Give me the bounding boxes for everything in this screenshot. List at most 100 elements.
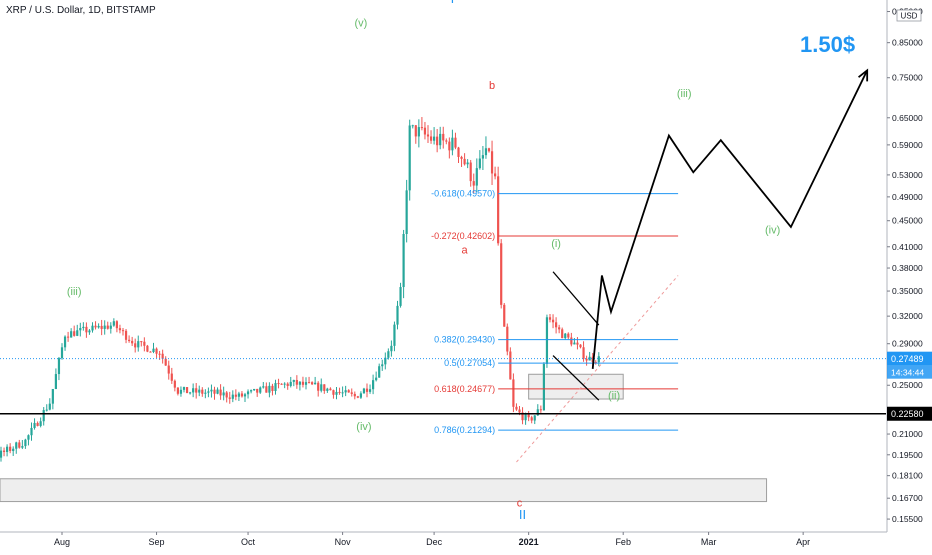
wave-label-2: (iv)	[356, 421, 371, 433]
wave-label-10: I	[451, 0, 455, 6]
x-tick-label-8: Apr	[796, 537, 810, 547]
y-tick-label-11: 0.32000	[892, 311, 923, 321]
candle-body-154	[402, 233, 405, 288]
candle-body-40	[54, 374, 57, 389]
candle-body-91	[210, 389, 213, 392]
candle-body-100	[237, 393, 240, 397]
support-price-tag	[887, 406, 932, 421]
candle-body-187	[503, 304, 506, 327]
y-tick-label-13: 0.25000	[892, 380, 923, 390]
x-tick-label-1: Sep	[149, 537, 165, 547]
candle-body-127	[320, 384, 323, 391]
candle-body-175	[466, 162, 469, 165]
candle-body-82	[182, 387, 186, 390]
candle-body-68	[140, 341, 143, 343]
x-tick-label-0: Aug	[54, 537, 70, 547]
candle-body-119	[295, 379, 298, 385]
wave-label-3: b	[489, 80, 495, 92]
wave-label-11: II	[519, 507, 526, 522]
candle-body-24	[6, 446, 9, 452]
candle-body-116	[286, 383, 289, 386]
candle-body-130	[329, 388, 332, 391]
x-tick-label-5: 2021	[519, 537, 539, 547]
candle-body-41	[57, 358, 61, 375]
candle-body-27	[15, 442, 18, 449]
candle-body-150	[390, 345, 393, 352]
x-tick-label-3: Nov	[335, 537, 352, 547]
candle-body-171	[454, 137, 457, 148]
wave-label-4: a	[462, 245, 469, 257]
candle-body-131	[332, 390, 335, 395]
candle-body-195	[527, 414, 530, 418]
candle-body-80	[176, 387, 179, 394]
candle-body-29	[21, 446, 24, 448]
candle-body-22	[0, 450, 3, 458]
candle-body-92	[213, 389, 216, 394]
target-label: 1.50$	[800, 32, 855, 57]
candle-body-172	[457, 147, 460, 157]
candle-body-74	[158, 353, 161, 355]
candle-body-43	[63, 336, 67, 348]
candle-body-108	[262, 386, 265, 388]
candle-body-161	[423, 127, 427, 135]
chart-title: XRP / U.S. Dollar, 1D, BITSTAMP	[6, 5, 156, 16]
candle-body-71	[149, 351, 152, 353]
candle-body-70	[146, 345, 149, 352]
candle-body-148	[384, 357, 387, 365]
candle-body-55	[100, 325, 103, 329]
candle-body-94	[219, 389, 222, 396]
candle-body-183	[490, 151, 494, 174]
y-tick-label-9: 0.38000	[892, 263, 923, 273]
candle-body-114	[280, 383, 283, 385]
candle-body-47	[76, 330, 79, 336]
candle-body-72	[152, 348, 155, 352]
candle-body-201	[545, 317, 549, 364]
candle-body-218	[597, 356, 600, 363]
current-price-value: 0.27489	[891, 354, 924, 364]
candle-body-135	[344, 390, 347, 393]
candle-body-62	[121, 330, 125, 332]
candle-body-97	[228, 397, 231, 399]
candle-body-103	[246, 391, 250, 395]
candle-body-107	[259, 387, 262, 393]
candle-body-202	[548, 317, 552, 320]
candle-body-95	[222, 392, 225, 396]
candle-body-28	[18, 442, 21, 448]
candle-body-112	[274, 383, 277, 391]
candle-body-98	[231, 394, 234, 399]
y-tick-label-15: 0.19500	[892, 450, 923, 460]
y-tick-label-7: 0.45000	[892, 216, 923, 226]
candle-body-189	[509, 351, 512, 380]
candle-body-197	[533, 415, 536, 421]
candle-body-30	[24, 439, 27, 447]
countdown-tag	[887, 365, 932, 379]
candle-body-156	[408, 125, 411, 191]
candle-body-58	[109, 325, 112, 329]
candle-body-113	[277, 383, 280, 385]
wave-label-7: (ii)	[608, 390, 620, 402]
candle-body-45	[70, 331, 73, 338]
candle-body-57	[106, 325, 109, 329]
candle-body-109	[265, 386, 268, 393]
candle-body-186	[500, 243, 503, 305]
wave-label-6: (i)	[551, 238, 561, 250]
fib-label-0: -0.618(0.49570)	[431, 189, 495, 199]
fib-label-2: 0.382(0.29430)	[434, 335, 495, 345]
candle-body-46	[73, 331, 76, 336]
candle-body-111	[271, 385, 274, 391]
x-tick-label-2: Oct	[241, 537, 256, 547]
candle-body-143	[368, 389, 372, 392]
candle-body-79	[173, 380, 176, 388]
candle-body-39	[51, 388, 54, 404]
y-tick-label-18: 0.15500	[892, 514, 923, 524]
candle-body-125	[314, 382, 317, 385]
y-tick-label-2: 0.75000	[892, 73, 923, 83]
candle-body-207	[564, 333, 567, 339]
candle-body-141	[362, 388, 366, 394]
candle-body-217	[594, 361, 597, 363]
candle-body-164	[433, 136, 436, 141]
candle-body-168	[445, 140, 448, 142]
candle-body-194	[524, 414, 527, 421]
candle-body-105	[253, 388, 256, 391]
